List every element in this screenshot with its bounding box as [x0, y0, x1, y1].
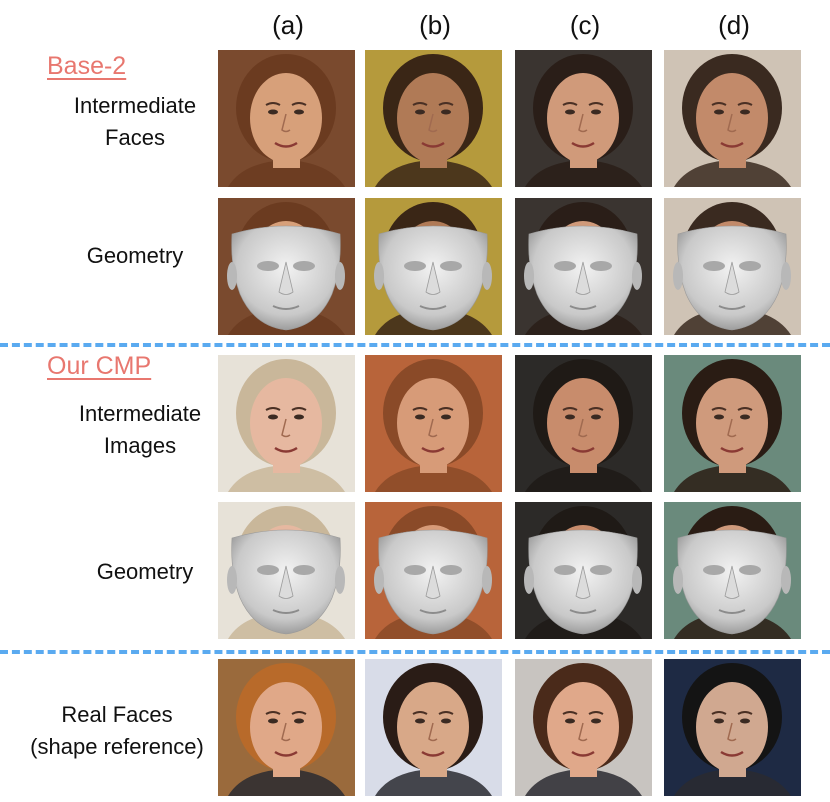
base-intermediate-face-c	[515, 50, 652, 187]
mesh-overlay	[673, 225, 791, 331]
real-face-thumbnail	[664, 659, 801, 796]
row-label-base-geometry: Geometry	[40, 240, 230, 272]
base-intermediate-face-d	[664, 50, 801, 187]
base-geometry-thumbnail	[365, 198, 502, 335]
base-geometry-d	[664, 198, 801, 335]
base-intermediate-face-thumbnail	[365, 50, 502, 187]
base-intermediate-face-thumbnail	[664, 50, 801, 187]
ours-geometry-thumbnail	[515, 502, 652, 639]
row-label-base-faces: Intermediate Faces	[40, 90, 230, 154]
column-header-b: (b)	[419, 10, 451, 40]
base-geometry-c	[515, 198, 652, 335]
row-label-ours-geometry: Geometry	[45, 556, 245, 588]
ours-intermediate-image-thumbnail	[218, 355, 355, 492]
base-geometry-thumbnail	[664, 198, 801, 335]
real-face-a	[218, 659, 355, 796]
row-label-line: Intermediate	[78, 401, 202, 426]
mesh-overlay	[374, 225, 492, 331]
column-header-d: (d)	[718, 10, 750, 40]
ours-geometry-thumbnail	[365, 502, 502, 639]
real-face-b	[365, 659, 502, 796]
row-label-line: Intermediate	[73, 93, 197, 118]
row-label-line: Faces	[105, 125, 165, 150]
ours-intermediate-image-d	[664, 355, 801, 492]
mesh-overlay	[524, 529, 642, 635]
real-face-thumbnail	[365, 659, 502, 796]
row-label-line: Real Faces	[61, 702, 173, 727]
row-label-real-faces: Real Faces (shape reference)	[14, 699, 220, 763]
base-geometry-a	[218, 198, 355, 335]
base-geometry-b	[365, 198, 502, 335]
section-divider	[0, 343, 830, 347]
ours-geometry-c	[515, 502, 652, 639]
ours-intermediate-image-c	[515, 355, 652, 492]
section-divider	[0, 650, 830, 654]
section-title-base: Base-2	[47, 52, 127, 80]
row-label-line: Images	[103, 433, 177, 458]
real-face-d	[664, 659, 801, 796]
real-face-thumbnail	[515, 659, 652, 796]
ours-geometry-thumbnail	[664, 502, 801, 639]
row-label-line: Geometry	[96, 559, 194, 584]
row-label-line: Geometry	[86, 243, 184, 268]
row-label-ours-images: Intermediate Images	[40, 398, 240, 462]
base-intermediate-face-thumbnail	[218, 50, 355, 187]
section-title-ours: Our CMP	[47, 352, 152, 380]
mesh-overlay	[374, 529, 492, 635]
ours-intermediate-image-thumbnail	[365, 355, 502, 492]
row-label-line: (shape reference)	[30, 734, 204, 759]
mesh-overlay	[227, 225, 345, 331]
base-intermediate-face-thumbnail	[515, 50, 652, 187]
ours-geometry-a	[218, 502, 355, 639]
base-geometry-thumbnail	[218, 198, 355, 335]
mesh-overlay	[673, 529, 791, 635]
ours-geometry-d	[664, 502, 801, 639]
base-geometry-thumbnail	[515, 198, 652, 335]
real-face-thumbnail	[218, 659, 355, 796]
ours-intermediate-image-thumbnail	[664, 355, 801, 492]
base-intermediate-face-a	[218, 50, 355, 187]
mesh-overlay	[227, 529, 345, 635]
ours-geometry-thumbnail	[218, 502, 355, 639]
real-face-c	[515, 659, 652, 796]
column-header-a: (a)	[272, 10, 304, 40]
ours-intermediate-image-b	[365, 355, 502, 492]
ours-geometry-b	[365, 502, 502, 639]
base-intermediate-face-b	[365, 50, 502, 187]
ours-intermediate-image-thumbnail	[515, 355, 652, 492]
column-header-c: (c)	[569, 10, 601, 40]
ours-intermediate-image-a	[218, 355, 355, 492]
mesh-overlay	[524, 225, 642, 331]
